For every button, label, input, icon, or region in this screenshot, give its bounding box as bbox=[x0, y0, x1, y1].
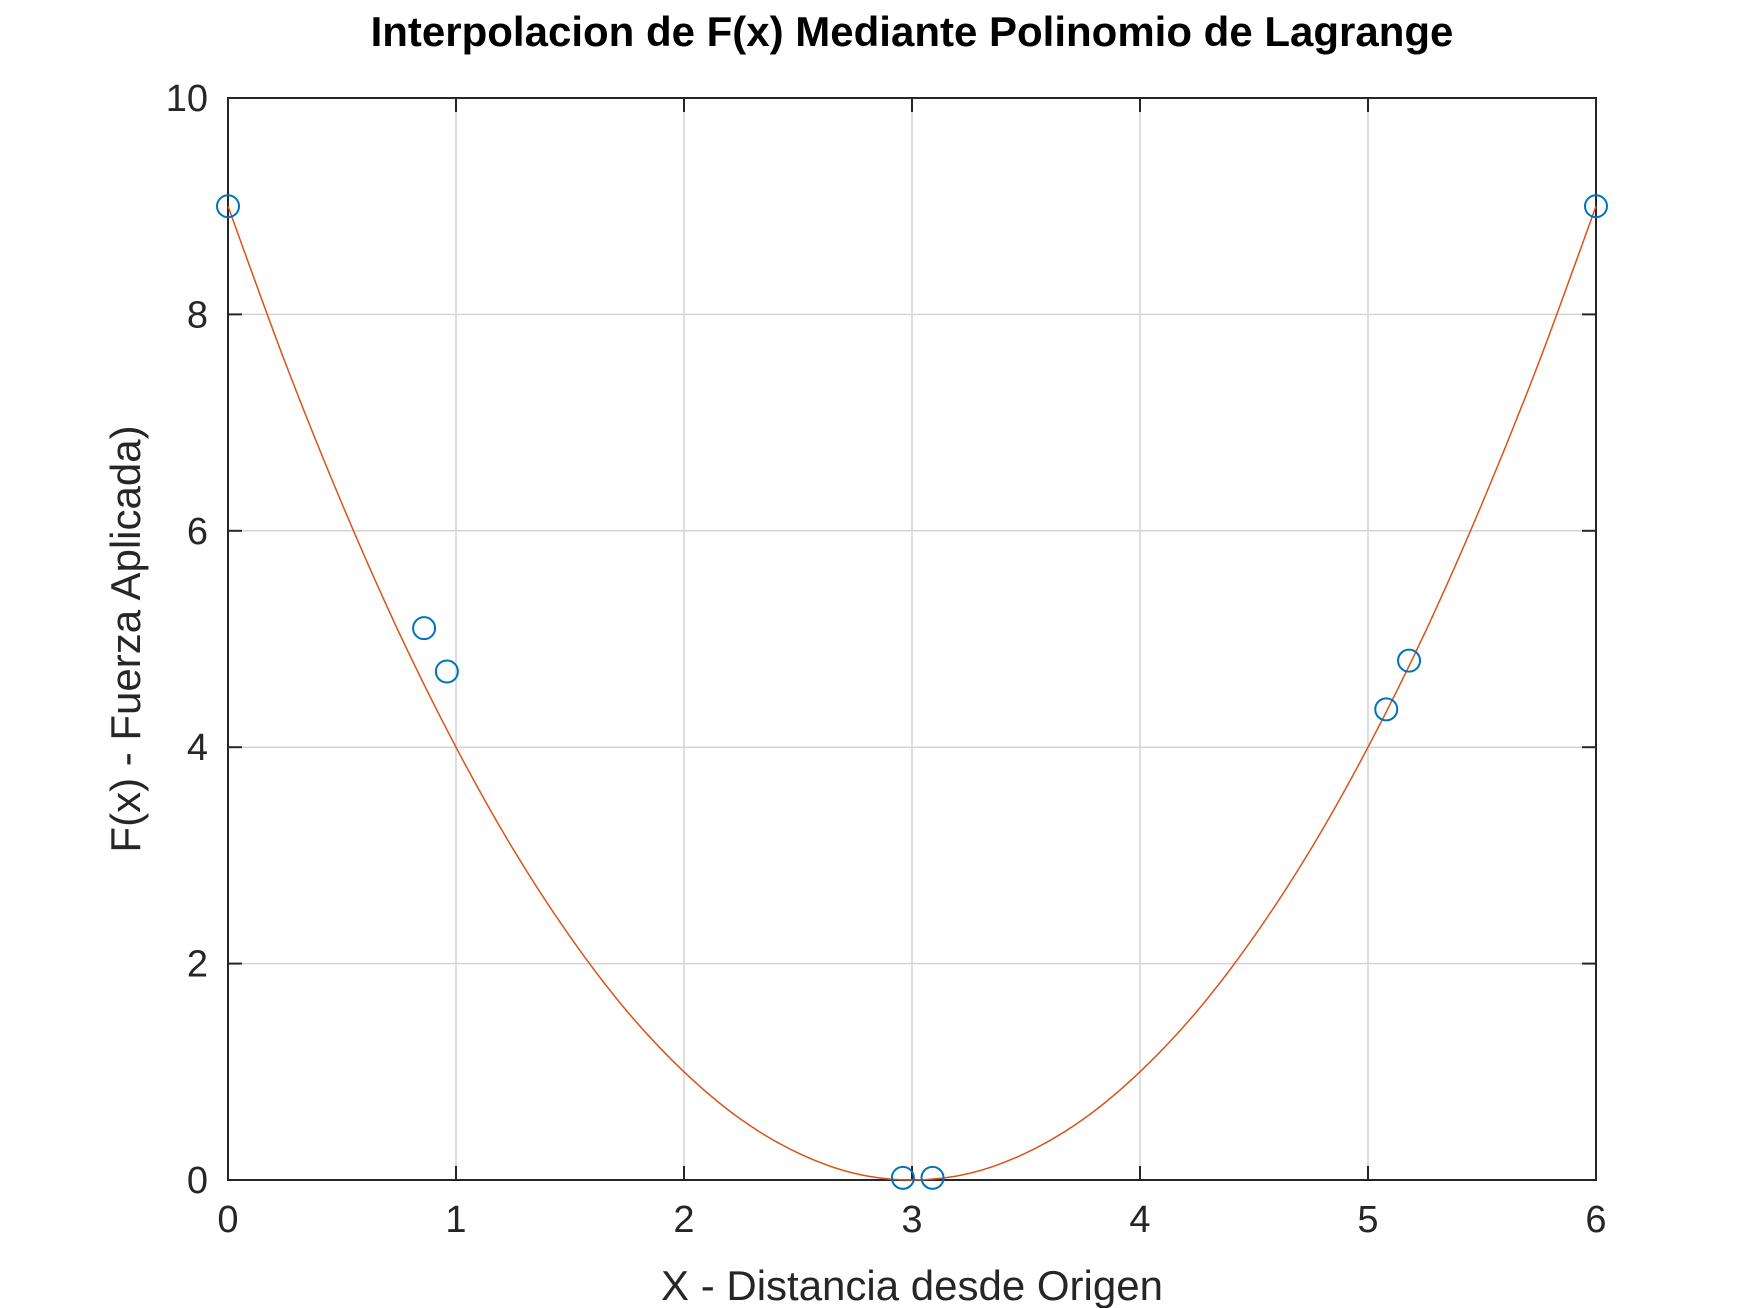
x-tick-label: 1 bbox=[445, 1199, 466, 1241]
y-tick-label: 0 bbox=[187, 1160, 208, 1202]
data-point-marker bbox=[412, 616, 437, 641]
x-tick-label: 3 bbox=[901, 1199, 922, 1241]
x-tick-label: 6 bbox=[1585, 1199, 1606, 1241]
interpolation-line bbox=[227, 205, 1597, 1181]
data-point-marker bbox=[890, 1165, 915, 1190]
y-tick-label: 4 bbox=[187, 727, 208, 769]
data-point-marker bbox=[434, 659, 459, 684]
x-tick-label: 2 bbox=[673, 1199, 694, 1241]
x-axis-label: X - Distancia desde Origen bbox=[661, 1262, 1163, 1308]
x-tick-label: 4 bbox=[1129, 1199, 1150, 1241]
chart-title: Interpolacion de F(x) Mediante Polinomio… bbox=[371, 8, 1454, 55]
y-axis-label: F(x) - Fuerza Aplicada) bbox=[102, 425, 149, 852]
y-tick-label: 8 bbox=[187, 294, 208, 336]
tick-labels: 0 1 2 3 4 5 6 0 2 4 6 8 10 bbox=[166, 78, 1607, 1241]
x-tick-label: 5 bbox=[1357, 1199, 1378, 1241]
y-tick-label: 6 bbox=[187, 511, 208, 553]
data-point-marker bbox=[216, 194, 240, 219]
series-layer bbox=[216, 194, 1608, 1190]
data-point-marker bbox=[1584, 194, 1608, 219]
data-point-marker bbox=[920, 1165, 945, 1190]
y-tick-label: 2 bbox=[187, 944, 208, 986]
x-tick-label: 0 bbox=[217, 1199, 238, 1241]
y-tick-label: 10 bbox=[166, 78, 208, 120]
data-point-marker bbox=[1397, 648, 1422, 673]
data-point-marker bbox=[1374, 697, 1399, 722]
